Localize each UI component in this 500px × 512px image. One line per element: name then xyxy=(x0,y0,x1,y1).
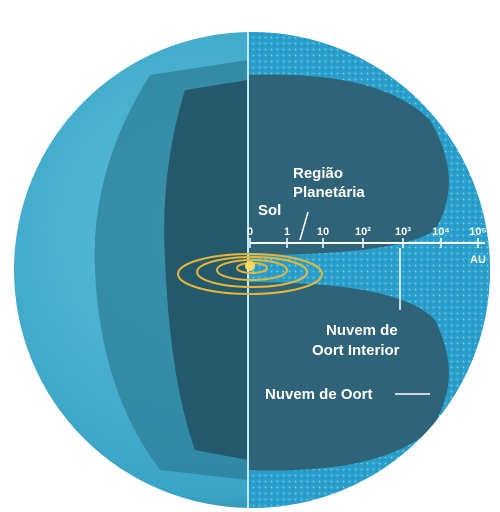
scale-tick-label: 10³ xyxy=(395,226,411,238)
label: Nuvem de Oort xyxy=(265,386,373,403)
label: Sol xyxy=(258,202,281,219)
label: Oort Interior xyxy=(312,342,400,359)
scale-tick-label: 10⁴ xyxy=(432,226,450,238)
labels: Região Planetária Sol Nuvem de Oort Inte… xyxy=(258,165,486,403)
scale-tick-label: 10² xyxy=(355,226,371,238)
planet-orbits xyxy=(177,253,323,295)
scale-tick-label: 10⁵ xyxy=(469,226,486,238)
scale-tick-label: 10 xyxy=(317,226,329,238)
pointer xyxy=(299,211,309,241)
label: Região xyxy=(293,165,343,182)
scale-tick-label: 0 xyxy=(247,226,253,238)
unit-label: AU xyxy=(470,254,486,266)
scale-tick-label: 1 xyxy=(284,226,290,238)
label: Nuvem de xyxy=(326,322,398,339)
sun xyxy=(245,261,255,271)
label: Planetária xyxy=(293,184,365,201)
